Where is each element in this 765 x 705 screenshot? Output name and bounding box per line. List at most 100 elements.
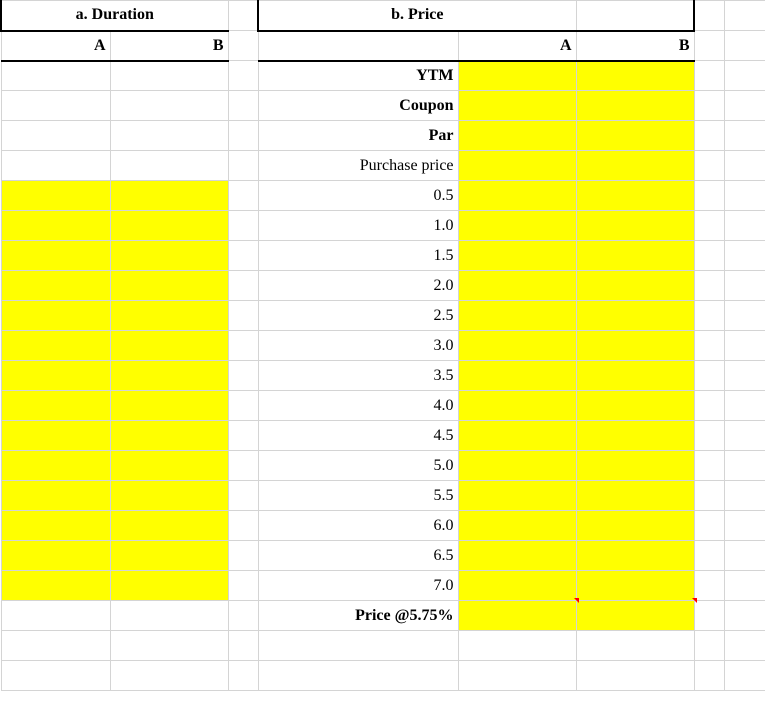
cell[interactable] <box>724 31 765 61</box>
cell[interactable] <box>576 211 694 241</box>
cell[interactable] <box>458 301 576 331</box>
cell[interactable] <box>724 271 765 301</box>
table-row[interactable]: 1.5 <box>1 241 765 271</box>
cell[interactable] <box>228 661 258 691</box>
table-row[interactable]: 2.5 <box>1 301 765 331</box>
cell[interactable] <box>1 121 110 151</box>
table-row[interactable]: 1.0 <box>1 211 765 241</box>
cell[interactable] <box>576 571 694 601</box>
cell[interactable] <box>110 121 228 151</box>
period-label[interactable]: 7.0 <box>258 571 458 601</box>
cell[interactable] <box>694 91 724 121</box>
cell[interactable] <box>694 1 724 31</box>
cell[interactable] <box>458 271 576 301</box>
cell[interactable] <box>228 241 258 271</box>
cell[interactable] <box>576 541 694 571</box>
cell[interactable] <box>576 481 694 511</box>
cell[interactable] <box>694 571 724 601</box>
label-coupon[interactable]: Coupon <box>258 91 458 121</box>
cell[interactable] <box>110 511 228 541</box>
table-row[interactable]: 7.0 <box>1 571 765 601</box>
cell[interactable] <box>724 301 765 331</box>
table-row[interactable] <box>1 661 765 691</box>
label-purchase-price[interactable]: Purchase price <box>258 151 458 181</box>
cell[interactable] <box>110 181 228 211</box>
cell[interactable] <box>1 541 110 571</box>
cell[interactable] <box>694 181 724 211</box>
table-row[interactable]: YTM <box>1 61 765 91</box>
cell[interactable] <box>724 1 765 31</box>
cell[interactable] <box>694 451 724 481</box>
cell[interactable] <box>724 61 765 91</box>
cell[interactable] <box>110 601 228 631</box>
cell[interactable] <box>576 241 694 271</box>
section-title-price-left[interactable]: b. Price <box>258 1 576 31</box>
period-label[interactable]: 3.0 <box>258 331 458 361</box>
table-row[interactable]: 4.0 <box>1 391 765 421</box>
cell[interactable] <box>110 211 228 241</box>
cell[interactable] <box>694 541 724 571</box>
cell[interactable] <box>110 271 228 301</box>
cell[interactable] <box>694 31 724 61</box>
cell[interactable] <box>576 391 694 421</box>
cell-par-b[interactable] <box>576 121 694 151</box>
cell[interactable] <box>228 31 258 61</box>
cell[interactable] <box>694 631 724 661</box>
cell[interactable] <box>724 151 765 181</box>
cell[interactable] <box>724 421 765 451</box>
period-label[interactable]: 1.0 <box>258 211 458 241</box>
cell[interactable] <box>258 631 458 661</box>
duration-col-a-header[interactable]: A <box>1 31 110 61</box>
cell[interactable] <box>110 541 228 571</box>
cell[interactable] <box>110 151 228 181</box>
cell[interactable] <box>458 331 576 361</box>
period-label[interactable]: 6.0 <box>258 511 458 541</box>
cell[interactable] <box>724 541 765 571</box>
cell[interactable] <box>228 451 258 481</box>
table-row[interactable]: 0.5 <box>1 181 765 211</box>
cell[interactable] <box>228 631 258 661</box>
cell[interactable] <box>576 511 694 541</box>
cell[interactable] <box>458 571 576 601</box>
cell[interactable] <box>694 391 724 421</box>
cell[interactable] <box>110 631 228 661</box>
cell[interactable] <box>458 511 576 541</box>
cell[interactable] <box>724 601 765 631</box>
cell[interactable] <box>1 61 110 91</box>
table-row[interactable]: Price @5.75% <box>1 601 765 631</box>
cell[interactable] <box>694 271 724 301</box>
cell[interactable] <box>228 331 258 361</box>
period-label[interactable]: 4.5 <box>258 421 458 451</box>
cell[interactable] <box>110 421 228 451</box>
cell[interactable] <box>458 451 576 481</box>
cell[interactable] <box>228 511 258 541</box>
cell[interactable] <box>458 661 576 691</box>
cell[interactable] <box>228 1 258 31</box>
cell[interactable] <box>576 181 694 211</box>
cell[interactable] <box>1 361 110 391</box>
duration-col-b-header[interactable]: B <box>110 31 228 61</box>
cell-par-a[interactable] <box>458 121 576 151</box>
spreadsheet-viewport[interactable]: a. Duration b. Price A B A B YTM <box>0 0 765 705</box>
table-row[interactable]: A B A B <box>1 31 765 61</box>
cell[interactable] <box>576 451 694 481</box>
cell[interactable] <box>694 151 724 181</box>
cell-ytm-b[interactable] <box>576 61 694 91</box>
cell[interactable] <box>694 481 724 511</box>
period-label[interactable]: 3.5 <box>258 361 458 391</box>
cell[interactable] <box>724 241 765 271</box>
cell[interactable] <box>694 241 724 271</box>
period-label[interactable]: 5.0 <box>258 451 458 481</box>
price-label-header[interactable] <box>258 31 458 61</box>
cell-purchase-a[interactable] <box>458 151 576 181</box>
cell[interactable] <box>694 331 724 361</box>
cell[interactable] <box>458 241 576 271</box>
cell[interactable] <box>694 121 724 151</box>
cell[interactable] <box>1 241 110 271</box>
table-row[interactable]: 3.0 <box>1 331 765 361</box>
cell[interactable] <box>228 91 258 121</box>
cell[interactable] <box>576 331 694 361</box>
cell[interactable] <box>110 661 228 691</box>
cell[interactable] <box>1 391 110 421</box>
cell[interactable] <box>724 451 765 481</box>
